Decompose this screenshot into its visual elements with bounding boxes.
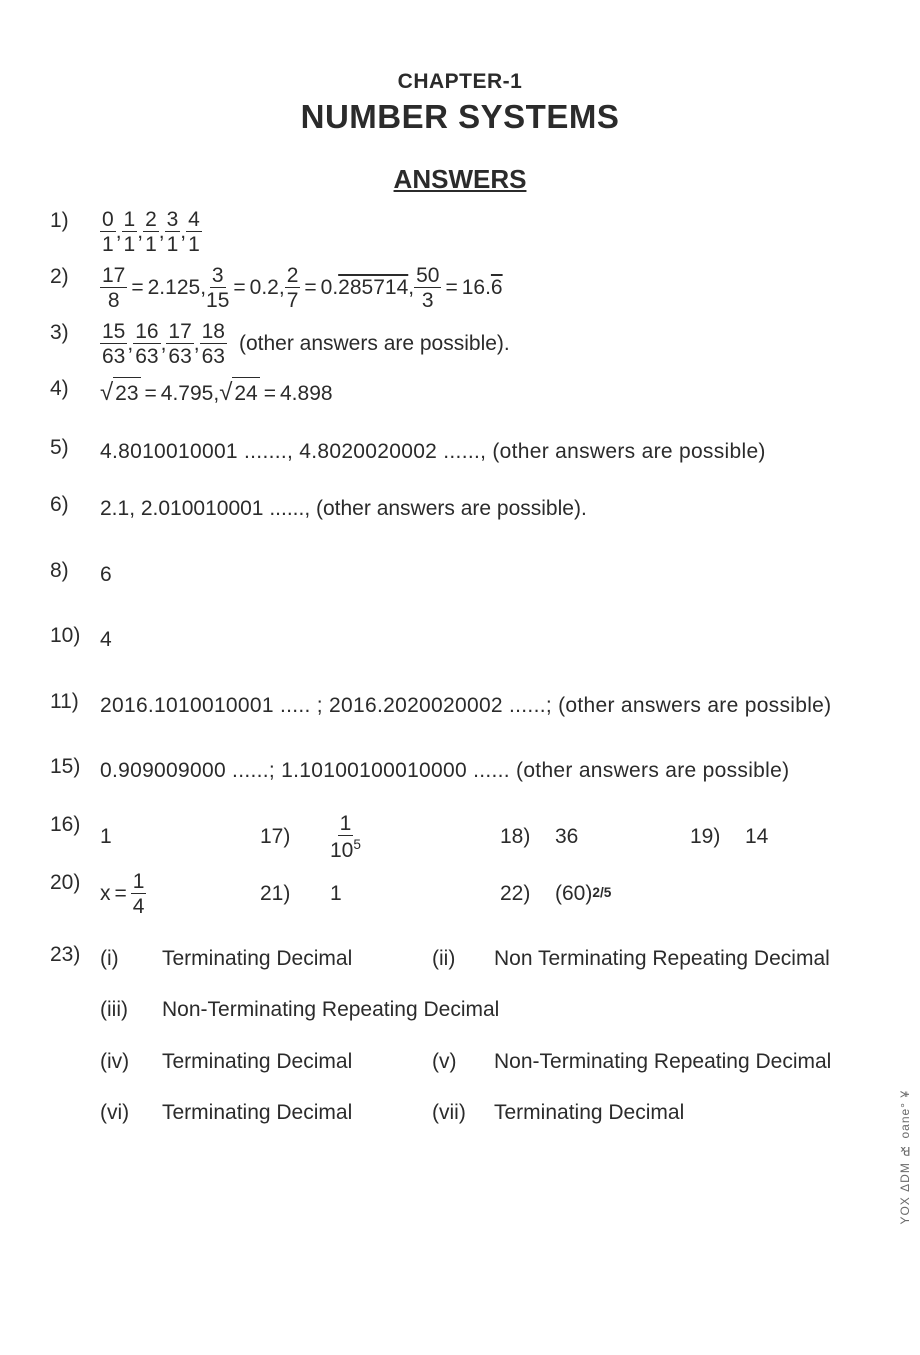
- answer-23: 23) (i) Terminating Decimal (ii) Non Ter…: [50, 943, 870, 1129]
- sub-label: (vi): [100, 1097, 142, 1129]
- answer-body: x = 14 21) 1 22) (60)2/5: [100, 871, 870, 917]
- sqrt: √24: [219, 377, 260, 410]
- fraction: 1663: [133, 321, 160, 367]
- fraction: 1763: [166, 321, 193, 367]
- sub-label: (i): [100, 943, 142, 975]
- answer-15: 15) 0.909009000 ......; 1.10100100010000…: [50, 755, 870, 787]
- answer-body: 01, 11, 21, 31, 41: [100, 209, 870, 255]
- chapter-title: NUMBER SYSTEMS: [50, 98, 870, 136]
- sub-text: Terminating Decimal: [494, 1097, 684, 1129]
- answer-3: 3) 1563, 1663, 1763, 1863 (other answers…: [50, 321, 870, 367]
- answer-number: 23): [50, 943, 100, 967]
- answer-number: 1): [50, 209, 100, 233]
- sub-label: (iv): [100, 1046, 142, 1078]
- margin-note: YOX ΔDM ℞ oane° ¥: [898, 1090, 912, 1225]
- answer-number: 19): [690, 821, 745, 853]
- sub-label: (v): [432, 1046, 474, 1078]
- sub-label: (ii): [432, 943, 474, 975]
- fraction: 31: [165, 209, 181, 255]
- answer-16-19: 16) 1 17) 1 105 18) 36 19) 14: [50, 813, 870, 861]
- answer-number: 3): [50, 321, 100, 345]
- sub-label: (vii): [432, 1097, 474, 1129]
- sub-text: Non-Terminating Repeating Decimal: [162, 994, 499, 1026]
- sub-row: (i) Terminating Decimal (ii) Non Termina…: [100, 943, 870, 975]
- sub-text: Terminating Decimal: [162, 1046, 412, 1078]
- answer-body: 2.1, 2.010010001 ......, (other answers …: [100, 493, 870, 525]
- fraction: 27: [285, 265, 301, 311]
- answer-number: 16): [50, 813, 100, 837]
- sub-text: Terminating Decimal: [162, 943, 412, 975]
- answers-heading: ANSWERS: [50, 164, 870, 195]
- answer-number: 6): [50, 493, 100, 517]
- answer-number: 15): [50, 755, 100, 779]
- fraction: 14: [131, 871, 147, 917]
- sub-label: (iii): [100, 994, 142, 1026]
- answer-21-value: 1: [330, 878, 500, 910]
- answer-body: 1 17) 1 105 18) 36 19) 14: [100, 813, 870, 861]
- answer-19-value: 14: [745, 821, 768, 853]
- sqrt: √23: [100, 377, 141, 410]
- fraction: 11: [122, 209, 138, 255]
- answer-2: 2) 178 = 2.125, 315 = 0.2, 27 = 0.285714…: [50, 265, 870, 311]
- answer-4: 4) √23 = 4.795, √24 = 4.898: [50, 377, 870, 410]
- answer-number: 18): [500, 821, 555, 853]
- sub-row: (vi) Terminating Decimal (vii) Terminati…: [100, 1097, 870, 1129]
- answer-body: 4: [100, 624, 870, 656]
- answer-22-value: (60)2/5: [555, 878, 611, 910]
- answer-body: 4.8010010001 ......., 4.8020020002 .....…: [100, 436, 870, 468]
- fraction: 178: [100, 265, 127, 311]
- answer-body: √23 = 4.795, √24 = 4.898: [100, 377, 870, 410]
- answer-body: 2016.1010010001 ..... ; 2016.2020020002 …: [100, 690, 870, 722]
- answer-body: 178 = 2.125, 315 = 0.2, 27 = 0.285714, 5…: [100, 265, 870, 311]
- answer-body: 1563, 1663, 1763, 1863 (other answers ar…: [100, 321, 870, 367]
- answer-body: 0.909009000 ......; 1.10100100010000 ...…: [100, 755, 870, 787]
- fraction: 21: [143, 209, 159, 255]
- sub-text: Non Terminating Repeating Decimal: [494, 943, 830, 975]
- fraction: 503: [414, 265, 441, 311]
- answer-number: 2): [50, 265, 100, 289]
- answer-6: 6) 2.1, 2.010010001 ......, (other answe…: [50, 493, 870, 525]
- answer-number: 10): [50, 624, 100, 648]
- answer-number: 22): [500, 878, 555, 910]
- answer-number: 8): [50, 559, 100, 583]
- answer-11: 11) 2016.1010010001 ..... ; 2016.2020020…: [50, 690, 870, 722]
- repeating-decimal: 285714: [338, 272, 408, 304]
- note: (other answers are possible).: [239, 328, 510, 360]
- fraction: 1863: [200, 321, 227, 367]
- answer-number: 11): [50, 690, 100, 714]
- fraction: 01: [100, 209, 116, 255]
- answer-8: 8) 6: [50, 559, 870, 591]
- answer-20-value: x = 14: [100, 871, 260, 917]
- fraction: 41: [186, 209, 202, 255]
- answers-list: 1) 01, 11, 21, 31, 41 2) 178 = 2.125, 31…: [50, 209, 870, 1129]
- answer-20-22: 20) x = 14 21) 1 22) (60)2/5: [50, 871, 870, 917]
- answer-16-value: 1: [100, 821, 260, 853]
- fraction: 315: [206, 265, 229, 311]
- fraction: 1 105: [330, 813, 361, 861]
- answer-18-value: 36: [555, 821, 690, 853]
- answer-17-value: 1 105: [330, 813, 500, 861]
- sub-text: Non-Terminating Repeating Decimal: [494, 1046, 831, 1078]
- answer-5: 5) 4.8010010001 ......., 4.8020020002 ..…: [50, 436, 870, 468]
- answer-10: 10) 4: [50, 624, 870, 656]
- fraction: 1563: [100, 321, 127, 367]
- repeating-decimal: 6: [491, 272, 503, 304]
- answer-number: 20): [50, 871, 100, 895]
- answer-number: 21): [260, 878, 330, 910]
- sub-row: (iv) Terminating Decimal (v) Non-Termina…: [100, 1046, 870, 1078]
- sub-text: Terminating Decimal: [162, 1097, 412, 1129]
- answer-number: 17): [260, 821, 330, 853]
- answer-number: 4): [50, 377, 100, 401]
- answer-number: 5): [50, 436, 100, 460]
- chapter-label: CHAPTER-1: [50, 70, 870, 94]
- answer-1: 1) 01, 11, 21, 31, 41: [50, 209, 870, 255]
- answer-body: (i) Terminating Decimal (ii) Non Termina…: [100, 943, 870, 1129]
- answer-body: 6: [100, 559, 870, 591]
- sub-row: (iii) Non-Terminating Repeating Decimal: [100, 994, 870, 1026]
